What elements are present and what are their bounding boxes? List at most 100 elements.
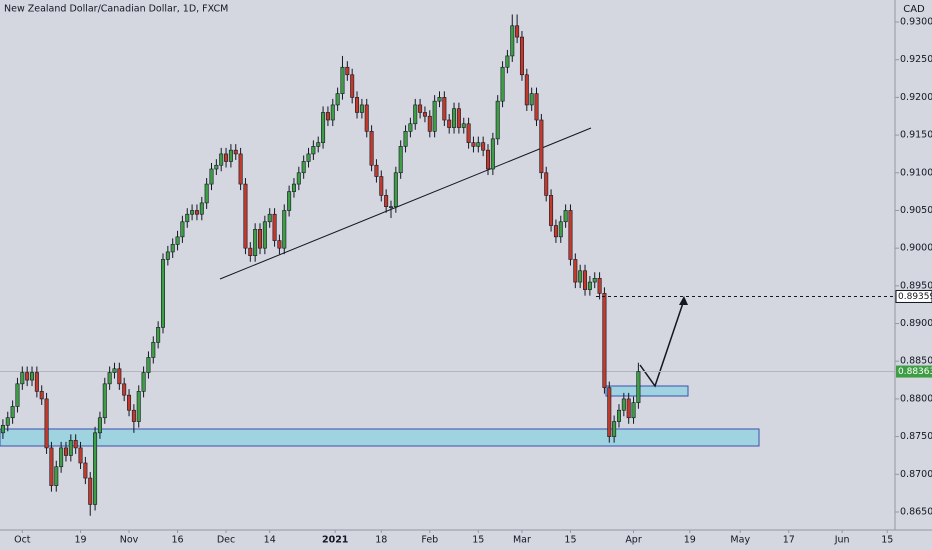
candle-body <box>456 108 461 128</box>
candle-body <box>500 66 505 102</box>
candle-body <box>287 191 292 211</box>
x-tick-label: Dec <box>217 535 235 546</box>
candle-body <box>243 183 248 249</box>
candle-body <box>607 387 612 437</box>
candle-body <box>316 142 321 147</box>
x-tick-label: 17 <box>783 535 795 546</box>
candle-body <box>466 123 471 143</box>
candle-body <box>228 149 233 162</box>
candle-body <box>616 409 621 422</box>
support-zone <box>0 428 760 447</box>
candle-body <box>495 100 500 140</box>
candle-body <box>49 447 54 486</box>
x-tick-label: 15 <box>564 535 576 546</box>
candle-body <box>602 293 607 388</box>
candle-body <box>233 149 238 155</box>
chart-title: New Zealand Dollar/Canadian Dollar, 1D, … <box>4 4 228 15</box>
candle-body <box>461 123 466 128</box>
candle-body <box>359 104 364 113</box>
candle-body <box>44 398 49 449</box>
candle-body <box>558 221 563 238</box>
candle-body <box>515 25 520 38</box>
candle-body <box>165 251 170 260</box>
candle-body <box>626 398 631 419</box>
candle-body <box>452 108 457 128</box>
candle-body <box>437 97 442 102</box>
candle-body <box>486 149 491 170</box>
candle-body <box>621 398 626 411</box>
candle-body <box>122 383 127 396</box>
candle-body <box>190 210 195 215</box>
candle-body <box>199 202 204 215</box>
arrow-head <box>679 296 688 305</box>
candle-body <box>54 466 59 486</box>
y-tick-label: 0.93000 <box>900 17 932 28</box>
candle-body <box>63 447 68 456</box>
x-tick-label: Mar <box>513 535 531 546</box>
candle-body <box>301 161 306 174</box>
candle-body <box>427 115 432 132</box>
candle-body <box>141 372 146 392</box>
candle-body <box>277 240 282 249</box>
candle-body <box>563 210 568 223</box>
candle-body <box>59 447 64 468</box>
x-tick-label: Apr <box>625 535 642 546</box>
candle-body <box>93 432 98 505</box>
candle-body <box>180 221 185 238</box>
candle-body <box>355 97 360 113</box>
price-unit: CAD <box>903 4 925 15</box>
candle-body <box>146 357 151 373</box>
candle-body <box>384 195 389 207</box>
last-price-label: 0.88363 <box>898 367 932 377</box>
candle-body <box>214 164 219 170</box>
candle-body <box>544 172 549 196</box>
candle-body <box>350 74 355 98</box>
x-tick-label: 2021 <box>322 535 348 546</box>
x-tick-label: 16 <box>171 535 183 546</box>
candle-body <box>39 391 44 400</box>
candle-body <box>379 176 384 196</box>
candle-body <box>583 270 588 290</box>
candle-body <box>573 259 578 283</box>
candle-body <box>553 225 558 238</box>
last-price-box <box>896 365 932 378</box>
candle-body <box>481 142 486 151</box>
candle-body <box>97 417 102 434</box>
candle-body <box>524 74 529 106</box>
candle-body <box>224 153 229 162</box>
candle-body <box>185 213 190 223</box>
candle-body <box>345 66 350 76</box>
candle-body <box>510 25 515 57</box>
candle-body <box>88 477 93 505</box>
candle-body <box>413 104 418 125</box>
candle-body <box>112 368 117 373</box>
candle-body <box>258 229 263 249</box>
candle-body <box>476 142 481 147</box>
candle-body <box>131 409 136 422</box>
candle-body <box>534 93 539 121</box>
candle-body <box>597 278 602 294</box>
x-tick-label: 15 <box>472 535 484 546</box>
candle-body <box>291 183 296 192</box>
x-tick-label: 15 <box>881 535 893 546</box>
candle-body <box>73 440 78 449</box>
candle-body <box>325 112 330 121</box>
candle-body <box>539 119 544 174</box>
candle-body <box>30 372 35 381</box>
candle-body <box>5 417 10 426</box>
candle-body <box>374 164 379 177</box>
retest-zone <box>605 385 689 397</box>
candle-body <box>592 278 597 283</box>
x-tick-label: Feb <box>421 535 438 546</box>
candle-body <box>170 244 175 253</box>
candle-body <box>335 93 340 106</box>
x-tick-label: 14 <box>264 535 276 546</box>
